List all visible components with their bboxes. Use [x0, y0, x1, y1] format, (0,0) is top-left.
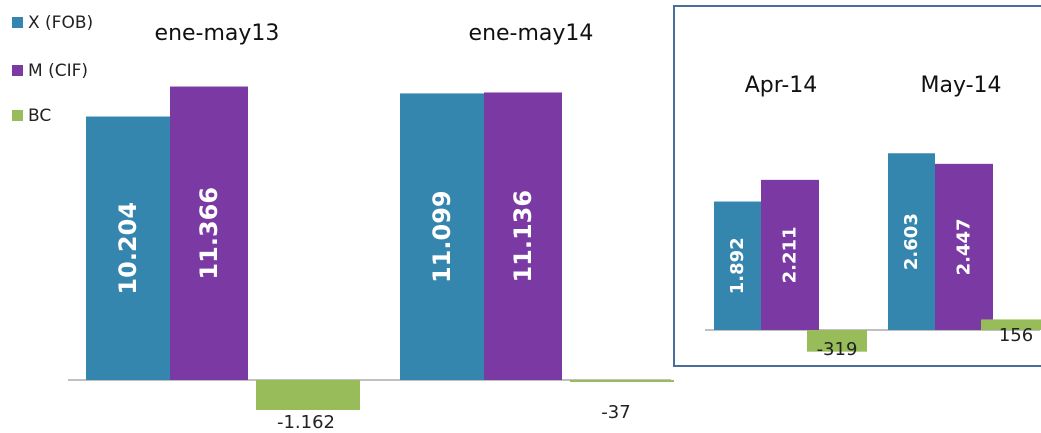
legend-swatch-m-cif	[12, 65, 23, 76]
data-label-bc-ene-may14: -37	[601, 402, 630, 423]
bar-bc-apr-14	[807, 330, 867, 352]
main-chart: ene-may13 ene-may14 10.204 11.366 -1.162 11…	[68, 21, 674, 433]
legend-swatch-bc	[12, 110, 23, 121]
inset-chart: Apr-14 May-14 1.892 2.211 -319 2.603 2.447 15…	[673, 5, 1041, 367]
legend-label-x-fob: X (FOB)	[28, 13, 93, 33]
legend-swatch-x-fob	[12, 17, 23, 28]
category-label-apr-14: Apr-14	[745, 73, 818, 98]
bar-x-fob-may-14	[888, 153, 935, 330]
data-label-m-cif-may-14: 2.447	[954, 218, 975, 275]
bar-m-cif-may-14	[935, 163, 993, 330]
bar-bc-may-14	[981, 319, 1041, 330]
bar-m-cif-ene-may13	[170, 86, 248, 380]
data-label-x-fob-apr-14: 1.892	[727, 237, 748, 294]
data-label-x-fob-ene-may13: 10.204	[114, 202, 142, 295]
bar-m-cif-apr-14	[761, 179, 819, 330]
data-label-x-fob-ene-may14: 11.099	[428, 190, 456, 283]
bar-x-fob-ene-may13	[86, 116, 170, 381]
legend-label-bc: BC	[28, 106, 51, 126]
data-label-m-cif-apr-14: 2.211	[780, 226, 801, 283]
bar-x-fob-ene-may14	[400, 93, 484, 380]
legend-label-m-cif: M (CIF)	[28, 61, 88, 81]
bar-x-fob-apr-14	[714, 201, 761, 330]
category-label-may-14: May-14	[920, 73, 1001, 98]
bar-m-cif-ene-may14	[484, 92, 562, 381]
bar-bc-ene-may13	[256, 380, 360, 411]
data-label-bc-apr-14: -319	[817, 339, 858, 360]
inset-frame	[673, 5, 1041, 367]
category-label-ene-may13: ene-may13	[155, 21, 280, 46]
category-label-ene-may14: ene-may14	[469, 21, 594, 46]
data-label-x-fob-may-14: 2.603	[901, 213, 922, 270]
data-label-bc-may-14: 156	[999, 325, 1033, 346]
bar-bc-ene-may14	[570, 380, 674, 382]
legend: X (FOB) M (CIF) BC	[12, 13, 93, 126]
data-label-m-cif-ene-may14: 11.136	[509, 190, 537, 283]
data-label-m-cif-ene-may13: 11.366	[195, 187, 223, 280]
data-label-bc-ene-may13: -1.162	[277, 412, 335, 433]
